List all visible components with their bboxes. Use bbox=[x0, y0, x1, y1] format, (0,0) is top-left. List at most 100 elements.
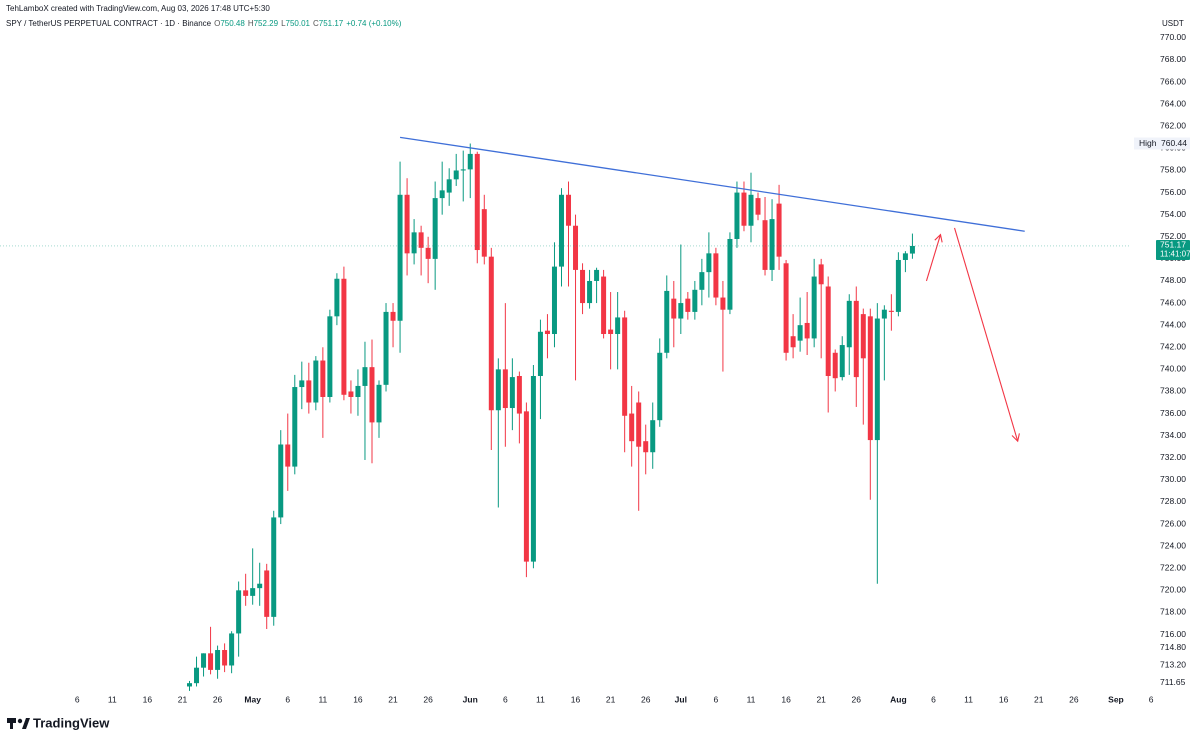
candle-body bbox=[615, 317, 621, 335]
candle-body bbox=[404, 194, 410, 254]
candle-body bbox=[502, 369, 508, 409]
candle-body bbox=[804, 322, 810, 339]
candle-body bbox=[439, 190, 445, 199]
ohlc-value: 750.48 bbox=[220, 19, 245, 28]
ohlc-prefix: O bbox=[214, 19, 220, 28]
candle-body bbox=[306, 380, 312, 403]
candle-body bbox=[516, 375, 522, 414]
ohlc-prefix: C bbox=[313, 19, 319, 28]
candle-body bbox=[580, 269, 586, 304]
candle-body bbox=[832, 352, 838, 379]
candle-body bbox=[881, 309, 887, 319]
candle-body bbox=[348, 391, 354, 397]
x-tick-label: 6 bbox=[1149, 694, 1154, 704]
candle-body bbox=[629, 413, 635, 442]
x-tick-label: 16 bbox=[781, 694, 791, 704]
y-tick-label: 718.00 bbox=[1160, 607, 1186, 617]
plot bbox=[0, 136, 1130, 691]
x-tick-label: 6 bbox=[285, 694, 290, 704]
y-tick-label: 726.00 bbox=[1160, 518, 1186, 528]
x-tick-label: Jun bbox=[463, 694, 478, 704]
candle-body bbox=[488, 256, 494, 411]
high-tag-value: 760.44 bbox=[1161, 138, 1187, 148]
y-tick-label: 748.00 bbox=[1160, 275, 1186, 285]
x-tick-label: 6 bbox=[75, 694, 80, 704]
candle-body bbox=[650, 420, 656, 453]
candle-body bbox=[594, 269, 600, 281]
candle-body bbox=[790, 336, 796, 348]
ohlc-value: 751.17 bbox=[319, 19, 344, 28]
y-tick-label: 752.00 bbox=[1160, 231, 1186, 241]
y-tick-label: 740.00 bbox=[1160, 364, 1186, 374]
candle-body bbox=[622, 317, 628, 416]
candle-body bbox=[587, 280, 593, 304]
y-tick-label: 768.00 bbox=[1160, 54, 1186, 64]
candle-body bbox=[257, 583, 263, 589]
y-tick-label: 746.00 bbox=[1160, 297, 1186, 307]
x-tick-label: 26 bbox=[423, 694, 433, 704]
candle-body bbox=[355, 385, 361, 397]
ohlc-value: 750.01 bbox=[286, 19, 311, 28]
x-tick-label: 11 bbox=[108, 694, 117, 704]
x-tick-label: 16 bbox=[999, 694, 1009, 704]
candle-body bbox=[657, 352, 663, 421]
candle-body bbox=[467, 153, 473, 170]
candle-body bbox=[474, 153, 480, 251]
candle-body bbox=[418, 232, 424, 248]
x-tick-label: 16 bbox=[571, 694, 581, 704]
arrow-head bbox=[934, 233, 943, 243]
candle-body bbox=[215, 650, 221, 670]
candle-body bbox=[544, 330, 550, 335]
axes: 770.00768.00766.00764.00762.00760.00758.… bbox=[75, 32, 1191, 704]
symbol: SPY / TetherUS PERPETUAL CONTRACT · 1D ·… bbox=[6, 19, 212, 28]
candle-body bbox=[706, 253, 712, 273]
y-tick-label: 732.00 bbox=[1160, 452, 1186, 462]
candle-body bbox=[292, 387, 298, 467]
currency: USDT bbox=[1162, 19, 1184, 28]
x-tick-label: 26 bbox=[1069, 694, 1079, 704]
x-tick-label: Sep bbox=[1108, 694, 1124, 704]
y-tick-label: 766.00 bbox=[1160, 76, 1186, 86]
candle-body bbox=[250, 588, 256, 596]
y-tick-label: 711.65 bbox=[1160, 677, 1186, 687]
y-tick-label: 734.00 bbox=[1160, 430, 1186, 440]
x-tick-label: 6 bbox=[714, 694, 719, 704]
high-tag bbox=[1134, 137, 1190, 150]
countdown: 11:41:07 bbox=[1160, 250, 1191, 259]
candle-body bbox=[566, 194, 572, 226]
candle-body bbox=[692, 289, 698, 312]
x-tick-label: 21 bbox=[178, 694, 188, 704]
candle-body bbox=[699, 272, 705, 290]
candle-body bbox=[243, 590, 249, 596]
candle-body bbox=[685, 298, 691, 312]
candle-body bbox=[446, 179, 452, 193]
y-tick-label: 770.00 bbox=[1160, 32, 1186, 42]
credit: TehLamboX created with TradingView.com, … bbox=[6, 4, 270, 13]
y-tick-label: 756.00 bbox=[1160, 187, 1186, 197]
candle-body bbox=[460, 169, 466, 171]
x-tick-label: 21 bbox=[606, 694, 616, 704]
y-tick-label: 758.00 bbox=[1160, 165, 1186, 175]
ohlc-prefix: L bbox=[281, 19, 286, 28]
y-tick-label: 722.00 bbox=[1160, 562, 1186, 572]
candle-body bbox=[432, 198, 438, 259]
arrow-head bbox=[1011, 433, 1020, 443]
candle-body bbox=[727, 238, 733, 310]
candle-body bbox=[320, 360, 326, 397]
logo: TradingView bbox=[7, 715, 110, 730]
candle-body bbox=[397, 194, 403, 321]
candle-body bbox=[558, 194, 564, 267]
trend-line bbox=[399, 136, 1025, 232]
candle-body bbox=[369, 367, 375, 423]
x-tick-label: Aug bbox=[890, 694, 907, 704]
candle-body bbox=[313, 360, 319, 403]
candle-body bbox=[853, 300, 859, 378]
candle-body bbox=[551, 266, 557, 335]
x-tick-label: 11 bbox=[964, 694, 973, 704]
candle-body bbox=[383, 311, 389, 385]
candle-body bbox=[271, 517, 277, 617]
candle-body bbox=[783, 263, 789, 353]
candle-body bbox=[523, 411, 529, 562]
y-tick-label: 716.00 bbox=[1160, 629, 1186, 639]
